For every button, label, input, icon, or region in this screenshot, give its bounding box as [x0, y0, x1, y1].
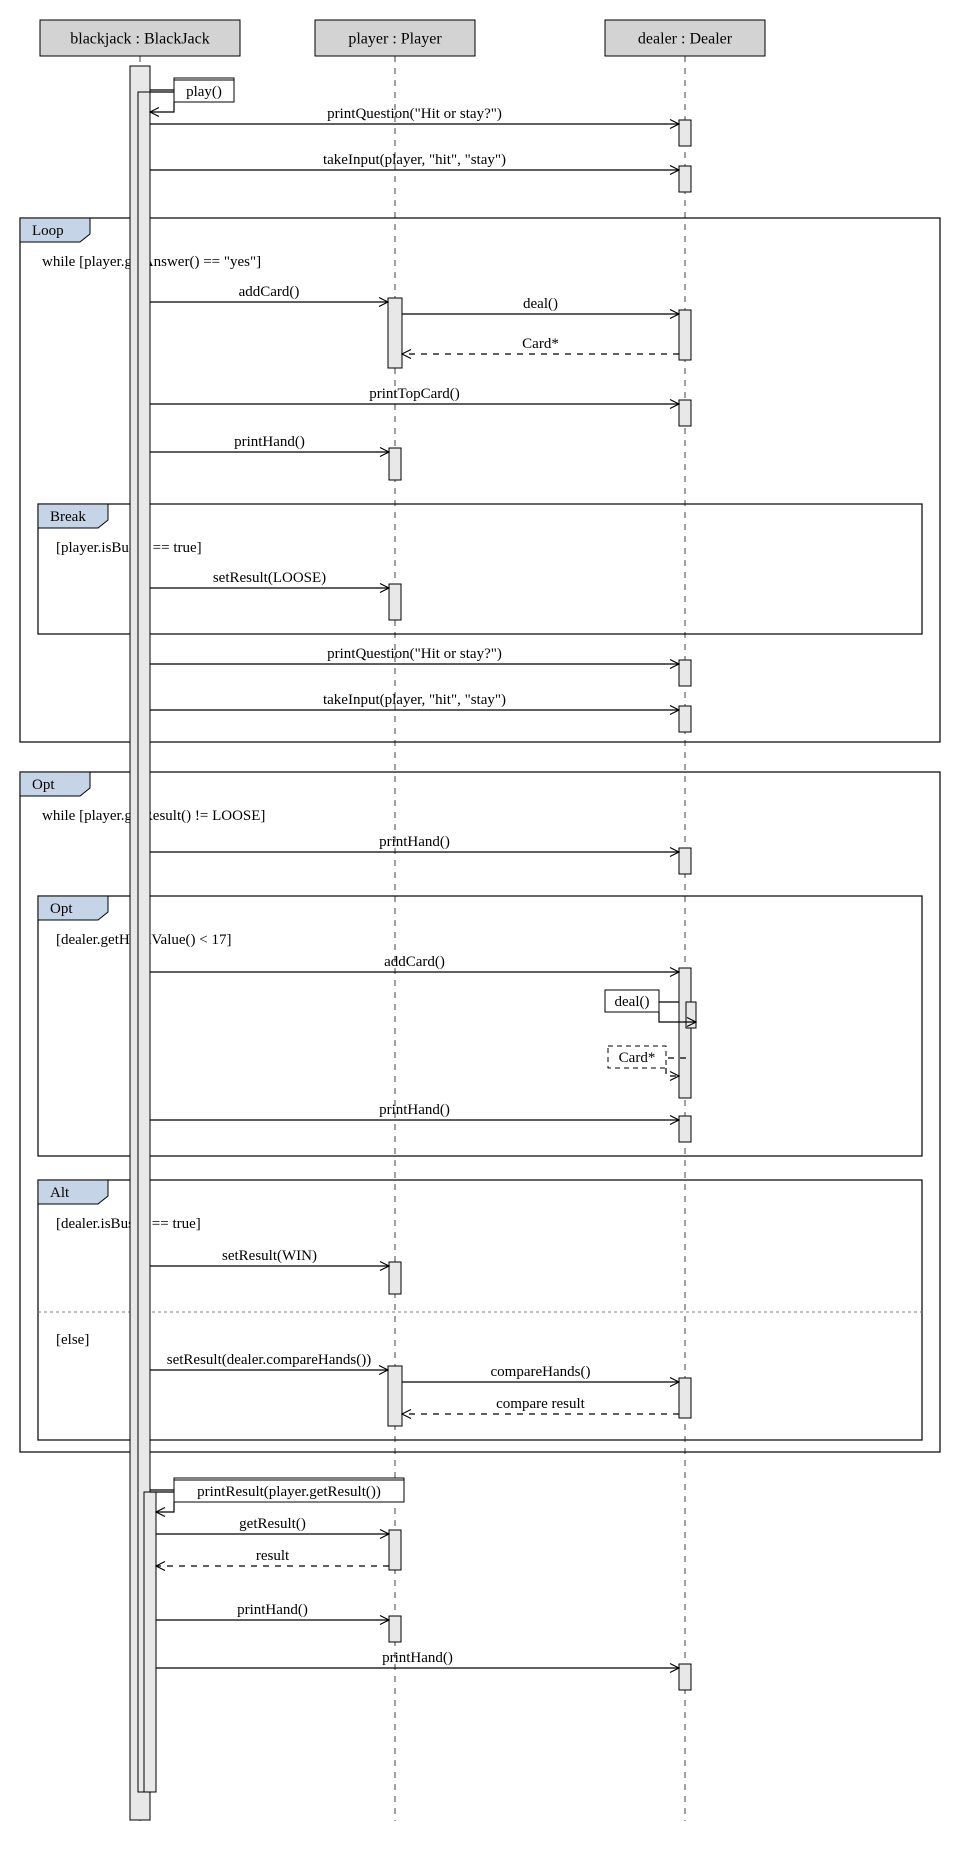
self-call-return [156, 1502, 174, 1512]
activation-p_loose [389, 584, 401, 620]
fragment-label: Opt [50, 901, 73, 917]
lifeline-label-dealer: dealer : Dealer [638, 31, 733, 48]
message-label: printHand() [234, 434, 305, 450]
activation-d_add2 [679, 968, 691, 1098]
activation-p_ph1 [389, 448, 401, 480]
activation-d_deal1 [679, 310, 691, 360]
message-label: deal() [523, 296, 558, 312]
activation-bj_pr [144, 1492, 156, 1792]
message-label: printHand() [379, 834, 450, 850]
fragment-label: Loop [32, 223, 64, 239]
message-label: printQuestion("Hit or stay?") [327, 646, 502, 662]
fragment-tab [38, 896, 108, 920]
activation-d_q2 [679, 660, 691, 686]
message-label: takeInput(player, "hit", "stay") [323, 152, 506, 168]
fragment-label: Alt [50, 1185, 70, 1201]
message-label: printQuestion("Hit or stay?") [327, 106, 502, 122]
activation-p_ph4 [389, 1616, 401, 1642]
fragment-guard: while [player.getAnswer() == "yes"] [42, 254, 261, 270]
activation-d_ph3 [679, 1116, 691, 1142]
message-label: printTopCard() [369, 386, 460, 402]
message-label: compare result [496, 1396, 586, 1412]
activation-d_ti1 [679, 166, 691, 192]
message-label: printHand() [382, 1650, 453, 1666]
activation-d_q1 [679, 120, 691, 146]
lifeline-label-player: player : Player [348, 31, 442, 48]
message-label: result [256, 1548, 290, 1564]
fragment-tab [38, 1180, 108, 1204]
fragment-guard: [player.isBust() == true] [56, 540, 202, 556]
message-label: printHand() [379, 1102, 450, 1118]
fragment-box [20, 772, 940, 1452]
message-label: Card* [619, 1050, 656, 1066]
message-label: takeInput(player, "hit", "stay") [323, 692, 506, 708]
fragment-guard: [dealer.isBust() == true] [56, 1216, 201, 1232]
activation-d_top [679, 400, 691, 426]
message-label: getResult() [239, 1516, 306, 1532]
message-label: compareHands() [491, 1364, 591, 1380]
activation-d_deal2 [686, 1002, 696, 1028]
message-label: Card* [522, 336, 559, 352]
message-label: addCard() [239, 284, 300, 300]
self-return-arrow [666, 1068, 679, 1076]
self-call-return [150, 102, 174, 112]
message-label: deal() [615, 994, 650, 1010]
message-label: setResult(dealer.compareHands()) [167, 1352, 372, 1368]
fragment-else-guard: [else] [56, 1332, 89, 1348]
activation-d_ph5 [679, 1664, 691, 1690]
activation-d_cmp [679, 1378, 691, 1418]
message-label: printResult(player.getResult()) [197, 1484, 381, 1500]
message-label: setResult(LOOSE) [213, 570, 326, 586]
message-label: addCard() [384, 954, 445, 970]
fragment-guard: while [player.getResult() != LOOSE] [42, 808, 265, 824]
fragment-box [38, 504, 922, 634]
activation-p_win [389, 1262, 401, 1294]
activation-p_add1 [388, 298, 402, 368]
message-label: printHand() [237, 1602, 308, 1618]
fragment-label: Opt [32, 777, 55, 793]
activation-d_ph2 [679, 848, 691, 874]
message-label: play() [186, 84, 222, 100]
message-label: setResult(WIN) [222, 1248, 317, 1264]
fragment-tab [20, 772, 90, 796]
activation-p_cmp [388, 1366, 402, 1426]
fragment-label: Break [50, 509, 86, 525]
activation-p_gr [389, 1530, 401, 1570]
lifeline-label-blackjack: blackjack : BlackJack [70, 31, 210, 48]
activation-d_ti2 [679, 706, 691, 732]
